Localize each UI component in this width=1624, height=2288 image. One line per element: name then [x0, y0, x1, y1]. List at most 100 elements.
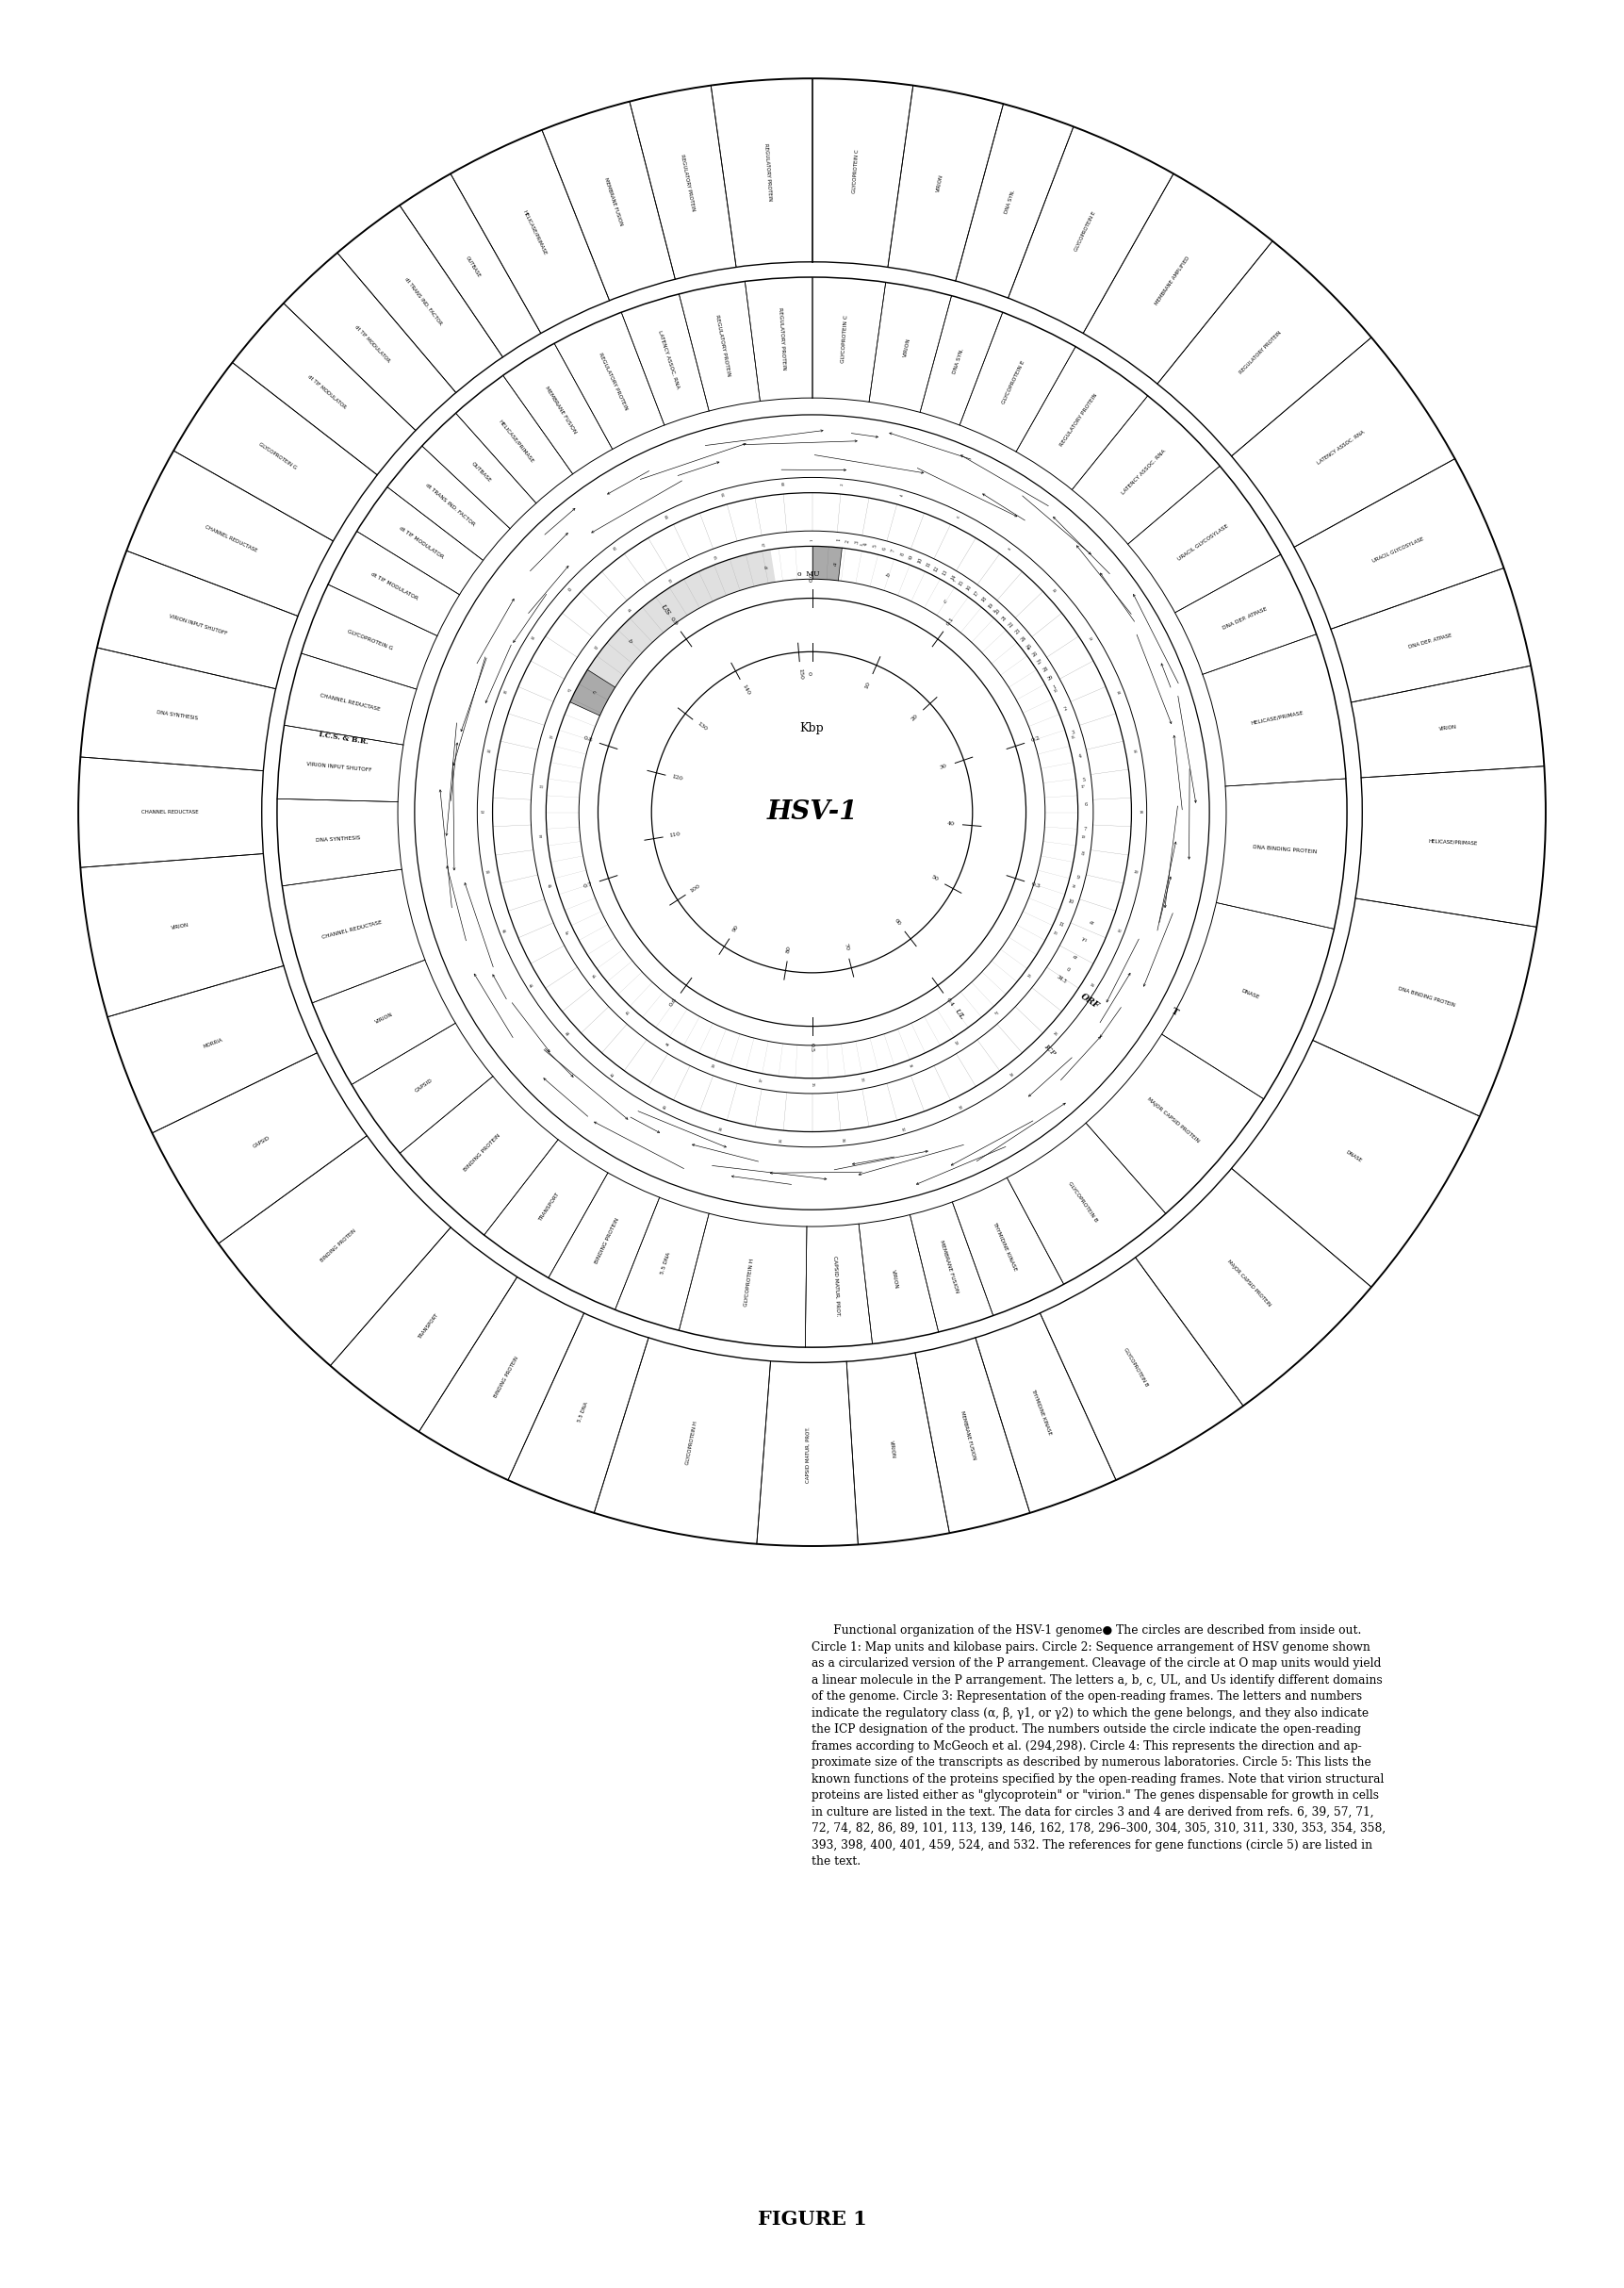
Polygon shape [328, 531, 460, 636]
Text: 0.2: 0.2 [1031, 737, 1041, 744]
Text: CAPSID MATUR. PROT.: CAPSID MATUR. PROT. [806, 1425, 810, 1483]
Text: 31: 31 [908, 1064, 913, 1068]
Text: VIRION: VIRION [892, 1270, 900, 1290]
Text: T: T [1169, 1007, 1181, 1018]
Text: 46: 46 [529, 984, 534, 988]
Text: 16: 16 [965, 583, 973, 593]
Text: 60: 60 [893, 917, 901, 927]
Polygon shape [127, 451, 333, 615]
Text: 2: 2 [1064, 707, 1067, 712]
Text: 52: 52 [481, 810, 486, 815]
Text: 47: 47 [565, 931, 572, 936]
Polygon shape [422, 414, 536, 529]
Polygon shape [107, 966, 317, 1133]
Polygon shape [338, 206, 503, 394]
Text: 1: 1 [810, 540, 814, 542]
Polygon shape [859, 1215, 939, 1343]
Text: dt TRANS IND. FACTOR: dt TRANS IND. FACTOR [424, 483, 476, 526]
Text: 39: 39 [711, 1064, 716, 1068]
Text: 40: 40 [947, 821, 955, 826]
Polygon shape [284, 252, 456, 430]
Text: 10: 10 [864, 680, 872, 689]
Text: MEMBRANE FUSION: MEMBRANE FUSION [939, 1240, 958, 1293]
Polygon shape [81, 853, 284, 1016]
Text: THYMIDINE KINASE: THYMIDINE KINASE [1030, 1389, 1052, 1437]
Text: GLYCOPROTEIN H: GLYCOPROTEIN H [685, 1421, 698, 1464]
Text: BINDING PROTEIN: BINDING PROTEIN [463, 1133, 500, 1174]
Text: DNA SYN.: DNA SYN. [1004, 190, 1017, 215]
Polygon shape [284, 654, 416, 746]
Polygon shape [1231, 336, 1455, 547]
Text: MAJOR CAPSID PROTEIN: MAJOR CAPSID PROTEIN [1147, 1096, 1200, 1144]
Text: REGULATORY PROTEIN: REGULATORY PROTEIN [778, 307, 786, 371]
Text: GLYCOPROTEIN E: GLYCOPROTEIN E [1002, 359, 1026, 405]
Text: 6: 6 [882, 547, 887, 551]
Polygon shape [1203, 634, 1346, 787]
Text: 4: 4 [1078, 753, 1082, 760]
Text: GLYCOPROTEIN E: GLYCOPROTEIN E [1073, 210, 1096, 252]
Text: $\alpha$: $\alpha$ [1072, 952, 1080, 961]
Text: 66: 66 [719, 492, 724, 499]
Text: 13: 13 [1052, 689, 1059, 693]
Text: c: c [591, 689, 596, 696]
Text: DNA DEP. ATPASE: DNA DEP. ATPASE [1223, 606, 1268, 629]
Polygon shape [278, 725, 403, 801]
Text: FIGURE 1: FIGURE 1 [757, 2210, 867, 2229]
Text: 15: 15 [958, 579, 965, 586]
Text: URACIL GLYCOSYLASE: URACIL GLYCOSYLASE [1177, 524, 1229, 563]
Polygon shape [1083, 174, 1273, 384]
Polygon shape [909, 1201, 994, 1332]
Text: 49: 49 [547, 883, 554, 890]
Text: 17: 17 [1080, 785, 1085, 789]
Text: TRANSPORT: TRANSPORT [538, 1192, 560, 1222]
Text: 1: 1 [836, 538, 841, 542]
Text: 25: 25 [1026, 643, 1033, 650]
Text: 7: 7 [1083, 826, 1086, 833]
Text: 7: 7 [892, 549, 896, 554]
Text: 50: 50 [931, 874, 939, 883]
Polygon shape [97, 551, 297, 689]
Text: VIRION INPUT SHUTOFF: VIRION INPUT SHUTOFF [169, 613, 227, 636]
Text: BINDING PROTEIN: BINDING PROTEIN [320, 1229, 357, 1263]
Text: DNA DEP. ATPASE: DNA DEP. ATPASE [1408, 631, 1453, 650]
Text: 0.1: 0.1 [945, 615, 955, 627]
Text: 27: 27 [1036, 659, 1044, 666]
Text: 3: 3 [1072, 730, 1075, 734]
Text: GLYCOPROTEIN C: GLYCOPROTEIN C [853, 149, 861, 194]
Polygon shape [921, 295, 1002, 426]
Text: 54: 54 [486, 750, 490, 755]
Polygon shape [1351, 666, 1544, 778]
Text: CAPSID: CAPSID [252, 1135, 271, 1149]
Text: 37: 37 [760, 1078, 765, 1082]
Text: 23: 23 [1013, 629, 1021, 636]
Polygon shape [283, 869, 425, 1002]
Polygon shape [484, 1139, 607, 1279]
Polygon shape [219, 1135, 451, 1366]
Text: REGULATORY PROTEIN: REGULATORY PROTEIN [1239, 329, 1281, 375]
Text: 27: 27 [992, 1011, 999, 1016]
Text: MEMBRANE FUSION: MEMBRANE FUSION [544, 384, 577, 435]
Text: 0.8: 0.8 [583, 737, 593, 744]
Text: BINDING PROTEIN: BINDING PROTEIN [594, 1217, 620, 1265]
Text: 90: 90 [732, 924, 741, 934]
Polygon shape [812, 78, 913, 268]
Text: OUTBASE: OUTBASE [464, 256, 482, 279]
Text: 20: 20 [909, 714, 919, 723]
Text: 80: 80 [786, 945, 793, 954]
Polygon shape [711, 78, 812, 268]
Text: 0.9: 0.9 [669, 615, 679, 627]
Polygon shape [812, 277, 885, 403]
Text: 19: 19 [1080, 835, 1085, 840]
Polygon shape [1017, 345, 1148, 490]
Polygon shape [1158, 240, 1371, 455]
Text: MORRIA: MORRIA [203, 1036, 224, 1048]
Polygon shape [622, 293, 710, 426]
Text: 21: 21 [1070, 883, 1077, 890]
Text: CAPSID: CAPSID [414, 1078, 434, 1094]
Text: CHANNEL REDUCTASE: CHANNEL REDUCTASE [320, 693, 382, 712]
Text: 10: 10 [1052, 588, 1059, 593]
Text: BINDING PROTEIN: BINDING PROTEIN [494, 1354, 520, 1398]
Polygon shape [357, 487, 482, 595]
Text: a: a [763, 565, 768, 570]
Text: HELICASE/PRIMASE: HELICASE/PRIMASE [1429, 840, 1478, 847]
